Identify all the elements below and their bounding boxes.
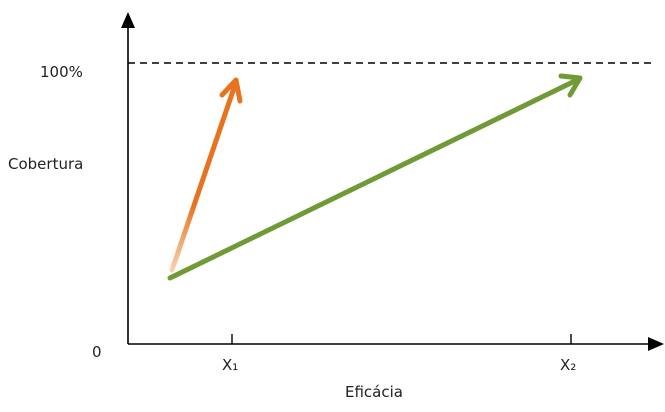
x1-label: X₁ bbox=[222, 356, 239, 374]
green-arrow-shaft bbox=[167, 76, 582, 281]
y-axis-arrowhead bbox=[121, 12, 135, 28]
x2-label: X₂ bbox=[560, 356, 577, 374]
x-axis-arrowhead bbox=[648, 337, 664, 351]
y-max-label: 100% bbox=[40, 63, 83, 81]
orange-arrow-head bbox=[219, 77, 243, 104]
x-axis-label: Eficácia bbox=[345, 383, 403, 401]
green-arrow-head bbox=[558, 73, 583, 98]
orange-arrow-shaft bbox=[169, 82, 238, 273]
origin-label: 0 bbox=[92, 343, 102, 361]
y-axis-label: Cobertura bbox=[8, 155, 84, 173]
